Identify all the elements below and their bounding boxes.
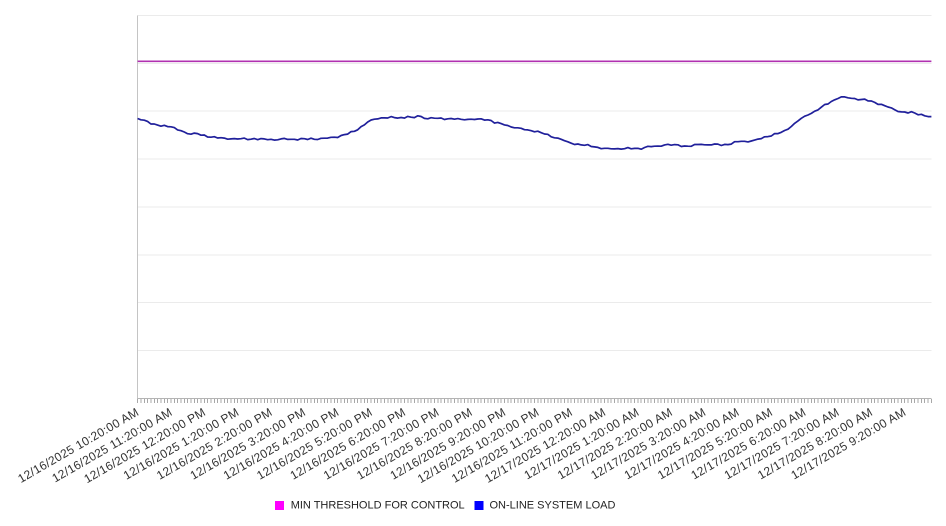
svg-text:ON-LINE SYSTEM LOAD: ON-LINE SYSTEM LOAD <box>490 500 616 512</box>
svg-text:MIN THRESHOLD FOR CONTROL: MIN THRESHOLD FOR CONTROL <box>291 500 465 512</box>
